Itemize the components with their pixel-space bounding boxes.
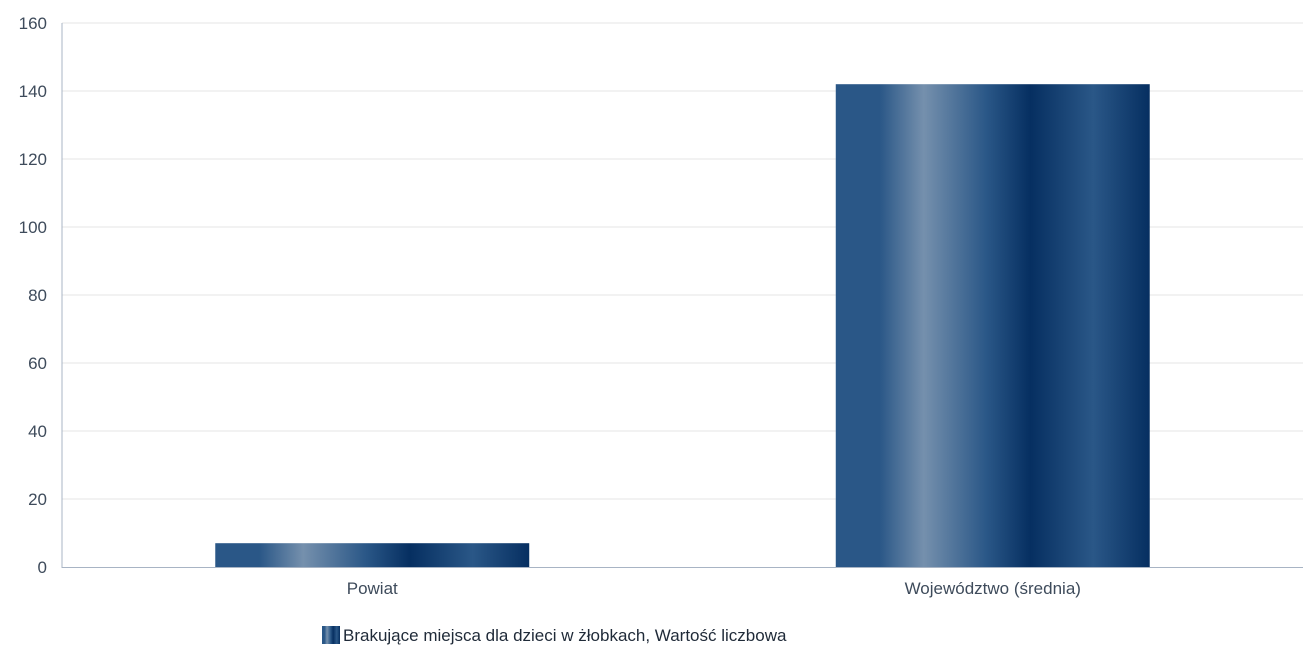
legend-label: Brakujące miejsca dla dzieci w żłobkach,… xyxy=(343,626,787,645)
legend-swatch xyxy=(322,626,340,644)
bars xyxy=(215,84,1150,567)
y-tick-label-160: 160 xyxy=(19,14,47,33)
x-axis-labels: Powiat Województwo (średnia) xyxy=(347,579,1081,598)
y-tick-label-120: 120 xyxy=(19,150,47,169)
y-tick-label-100: 100 xyxy=(19,218,47,237)
bar-0 xyxy=(215,543,530,567)
y-tick-label-0: 0 xyxy=(38,558,47,577)
y-tick-label-80: 80 xyxy=(28,286,47,305)
y-tick-label-20: 20 xyxy=(28,490,47,509)
legend: Brakujące miejsca dla dzieci w żłobkach,… xyxy=(322,626,787,645)
bar-1 xyxy=(835,84,1150,567)
axes xyxy=(61,23,1303,568)
grid-lines xyxy=(62,22,1303,500)
y-tick-label-60: 60 xyxy=(28,354,47,373)
y-tick-label-140: 140 xyxy=(19,82,47,101)
y-axis-ticks: 0 20 40 60 80 100 120 140 160 xyxy=(19,14,47,577)
x-tick-label-0: Powiat xyxy=(347,579,398,598)
y-tick-label-40: 40 xyxy=(28,422,47,441)
x-tick-label-1: Województwo (średnia) xyxy=(905,579,1081,598)
